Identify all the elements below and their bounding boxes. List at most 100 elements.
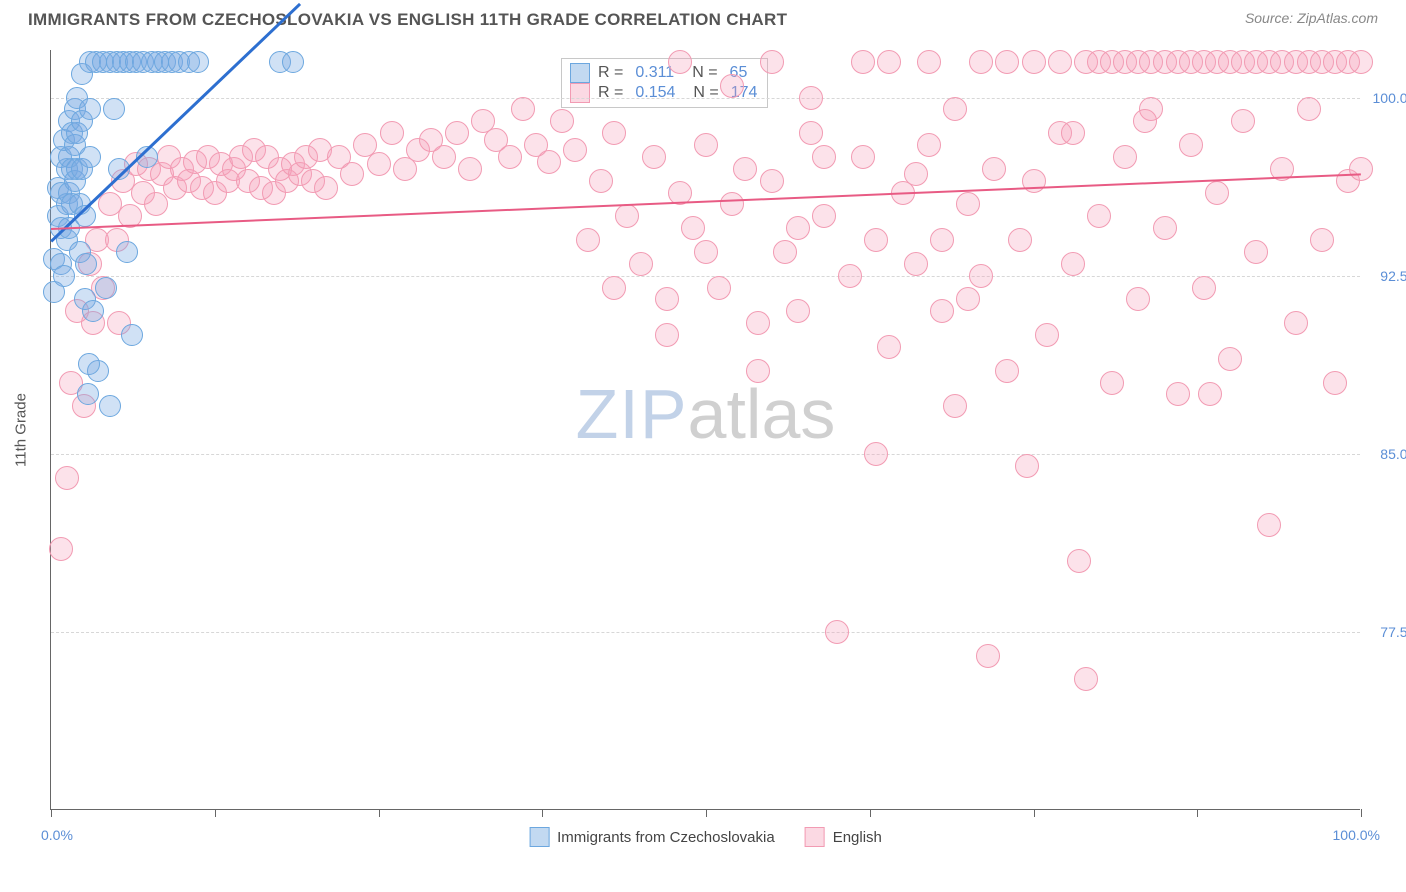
- data-point-english: [1061, 121, 1085, 145]
- n-label: N =: [692, 64, 717, 82]
- data-point-czech: [75, 253, 97, 275]
- data-point-english: [864, 442, 888, 466]
- chart-source: Source: ZipAtlas.com: [1245, 10, 1378, 26]
- data-point-english: [681, 216, 705, 240]
- data-point-english: [537, 150, 561, 174]
- gridline-h: [51, 632, 1360, 633]
- series-legend-label: English: [833, 829, 882, 846]
- data-point-english: [707, 276, 731, 300]
- n-label: N =: [693, 84, 718, 102]
- chart-title: IMMIGRANTS FROM CZECHOSLOVAKIA VS ENGLIS…: [28, 10, 787, 30]
- data-point-english: [602, 121, 626, 145]
- data-point-english: [1048, 50, 1072, 74]
- data-point-english: [340, 162, 364, 186]
- series-legend-item: Immigrants from Czechoslovakia: [529, 827, 775, 847]
- data-point-english: [1067, 549, 1091, 573]
- series-legend: Immigrants from Czechoslovakia English: [529, 827, 882, 847]
- x-tick: [542, 809, 543, 817]
- data-point-english: [49, 537, 73, 561]
- data-point-english: [458, 157, 482, 181]
- y-axis-title: 11th Grade: [13, 393, 30, 467]
- data-point-english: [956, 287, 980, 311]
- data-point-english: [367, 152, 391, 176]
- data-point-english: [956, 192, 980, 216]
- data-point-english: [877, 335, 901, 359]
- data-point-english: [1008, 228, 1032, 252]
- data-point-english: [144, 192, 168, 216]
- data-point-english: [1192, 276, 1216, 300]
- x-tick: [1197, 809, 1198, 817]
- data-point-english: [550, 109, 574, 133]
- data-point-english: [602, 276, 626, 300]
- data-point-english: [799, 86, 823, 110]
- data-point-english: [760, 169, 784, 193]
- data-point-english: [982, 157, 1006, 181]
- y-tick-label: 100.0%: [1373, 90, 1406, 106]
- r-value: 0.154: [635, 84, 675, 102]
- data-point-english: [812, 204, 836, 228]
- gridline-h: [51, 98, 1360, 99]
- data-point-english: [1198, 382, 1222, 406]
- data-point-english: [930, 299, 954, 323]
- data-point-english: [655, 323, 679, 347]
- data-point-english: [1323, 371, 1347, 395]
- x-axis-min-label: 0.0%: [41, 827, 73, 843]
- data-point-english: [694, 240, 718, 264]
- data-point-english: [498, 145, 522, 169]
- data-point-english: [380, 121, 404, 145]
- series-legend-item: English: [805, 827, 882, 847]
- data-point-english: [943, 394, 967, 418]
- data-point-english: [445, 121, 469, 145]
- source-prefix: Source:: [1245, 10, 1297, 26]
- data-point-english: [838, 264, 862, 288]
- data-point-english: [1166, 382, 1190, 406]
- data-point-english: [1100, 371, 1124, 395]
- source-name: ZipAtlas.com: [1297, 10, 1378, 26]
- x-tick: [1034, 809, 1035, 817]
- data-point-english: [1113, 145, 1137, 169]
- data-point-english: [969, 50, 993, 74]
- data-point-czech: [282, 51, 304, 73]
- data-point-english: [1126, 287, 1150, 311]
- data-point-english: [1015, 454, 1039, 478]
- data-point-english: [1349, 157, 1373, 181]
- data-point-english: [576, 228, 600, 252]
- data-point-czech: [77, 383, 99, 405]
- scatter-chart: 11th Grade ZIPatlas R =0.311N =65R =0.15…: [50, 50, 1360, 810]
- data-point-czech: [99, 395, 121, 417]
- watermark-zip: ZIP: [576, 375, 688, 453]
- data-point-english: [1153, 216, 1177, 240]
- data-point-english: [969, 264, 993, 288]
- x-tick: [51, 809, 52, 817]
- data-point-english: [589, 169, 613, 193]
- data-point-english: [733, 157, 757, 181]
- data-point-english: [1035, 323, 1059, 347]
- data-point-english: [642, 145, 666, 169]
- data-point-english: [1179, 133, 1203, 157]
- x-axis-max-label: 100.0%: [1333, 827, 1380, 843]
- x-tick: [379, 809, 380, 817]
- data-point-english: [877, 50, 901, 74]
- x-tick: [706, 809, 707, 817]
- data-point-english: [917, 50, 941, 74]
- data-point-english: [615, 204, 639, 228]
- data-point-english: [1087, 204, 1111, 228]
- data-point-english: [1284, 311, 1308, 335]
- data-point-english: [720, 74, 744, 98]
- data-point-english: [1022, 50, 1046, 74]
- data-point-english: [1297, 97, 1321, 121]
- data-point-english: [563, 138, 587, 162]
- data-point-english: [760, 50, 784, 74]
- data-point-english: [694, 133, 718, 157]
- data-point-english: [995, 359, 1019, 383]
- x-tick: [1361, 809, 1362, 817]
- data-point-english: [668, 50, 692, 74]
- data-point-english: [976, 644, 1000, 668]
- data-point-english: [629, 252, 653, 276]
- data-point-english: [995, 50, 1019, 74]
- data-point-english: [720, 192, 744, 216]
- data-point-english: [432, 145, 456, 169]
- x-tick: [870, 809, 871, 817]
- r-label: R =: [598, 84, 623, 102]
- data-point-english: [864, 228, 888, 252]
